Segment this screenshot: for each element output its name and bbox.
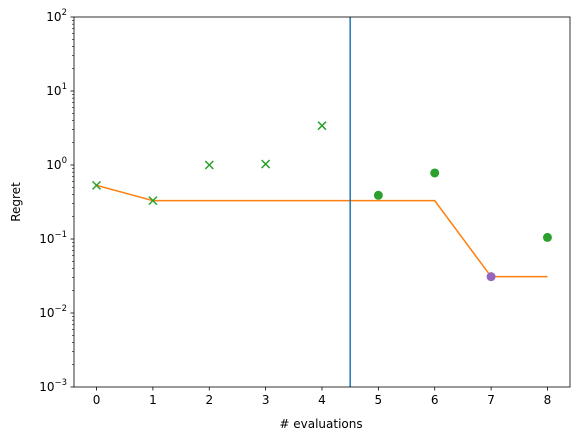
x-tick-label: 8 <box>544 393 552 407</box>
x-tick-label: 4 <box>318 393 326 407</box>
y-tick-label: 101 <box>46 82 67 98</box>
x-tick-label: 5 <box>375 393 383 407</box>
incumbent-line <box>96 184 548 278</box>
x-marker-stroke <box>92 180 102 190</box>
y-tick-label: 10−3 <box>39 378 67 394</box>
x-marker-stroke <box>148 196 158 206</box>
plot-area <box>92 17 552 387</box>
x-tick-label: 1 <box>149 393 157 407</box>
axes: 0 1 2 3 4 5 6 7 8 10−3 10−2 10−1 100 101 102 <box>39 8 571 407</box>
x-tick-label: 0 <box>93 393 101 407</box>
x-marker-point <box>148 196 158 206</box>
x-marker-point <box>204 160 214 170</box>
x-marker-stroke <box>317 121 327 131</box>
y-tick-label: 10−2 <box>39 304 67 320</box>
x-marker-point <box>317 121 327 131</box>
y-tick-label: 102 <box>46 8 67 24</box>
plot-frame <box>73 16 571 388</box>
x-tick-label: 3 <box>262 393 270 407</box>
x-marker-stroke <box>261 159 271 169</box>
x-tick-label: 6 <box>431 393 439 407</box>
x-tick-label: 7 <box>487 393 495 407</box>
circle-marker-point <box>486 272 496 282</box>
circle-marker-point <box>542 232 552 242</box>
x-marker-stroke <box>204 160 214 170</box>
circle-marker-point <box>373 190 383 200</box>
y-tick-label: 100 <box>46 156 67 172</box>
y-tick-label: 10−1 <box>39 230 67 246</box>
x-axis-label: # evaluations <box>279 417 362 431</box>
x-marker-point <box>92 180 102 190</box>
x-marker-point <box>261 159 271 169</box>
y-axis-label: Regret <box>9 182 23 222</box>
x-tick-label: 2 <box>205 393 213 407</box>
circle-marker-point <box>430 168 440 178</box>
